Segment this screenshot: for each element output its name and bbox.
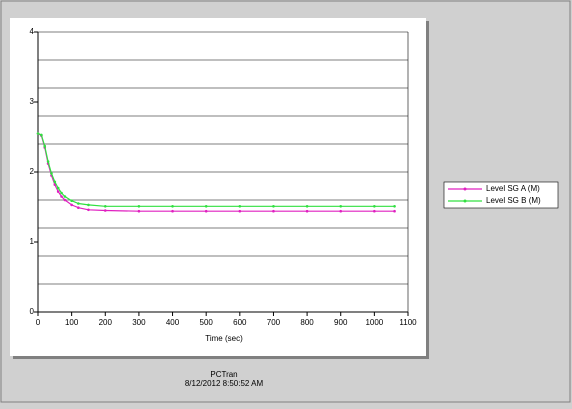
x-tick-label: 900 [334,318,348,327]
point [339,209,343,213]
point [393,209,396,213]
x-tick-label: 800 [300,318,314,327]
point [204,209,208,213]
point [171,205,174,208]
x-tick-label: 0 [36,318,41,327]
point [171,209,174,213]
point [40,133,43,137]
x-tick-label: 100 [65,318,79,327]
y-tick-label: 3 [30,97,35,106]
point [46,160,50,163]
point [70,203,73,207]
point [87,208,90,212]
point [238,205,242,208]
point [43,144,47,148]
point [77,202,80,205]
legend-label: Level SG A (M) [486,184,540,193]
footer: PCTran [210,370,237,379]
point [70,199,73,202]
point [77,206,80,209]
point [103,205,107,208]
x-tick-label: 600 [233,318,247,327]
point [87,203,90,207]
point [305,209,309,213]
point [56,186,60,190]
point [305,205,309,208]
point [103,209,107,212]
y-tick-label: 0 [30,307,35,316]
point [53,180,57,184]
footer: 8/12/2012 8:50:52 AM [185,379,264,388]
point [60,191,63,195]
point [373,205,376,208]
legend [443,181,559,209]
point [56,190,60,193]
x-axis-label: Time (sec) [205,334,243,343]
x-tick-label: 500 [200,318,214,327]
panel [10,18,426,356]
x-tick-label: 200 [99,318,113,327]
point [373,209,376,213]
point [137,209,141,213]
y-tick-label: 4 [30,27,35,36]
x-tick-label: 1100 [399,318,417,327]
legend-marker [463,187,467,191]
point [63,198,67,202]
point [339,205,343,208]
series-line [37,132,395,207]
legend-label: Level SG B (M) [486,196,541,205]
point [60,195,63,198]
x-tick-label: 700 [267,318,281,327]
x-tick-label: 1000 [365,318,383,327]
point [204,205,208,208]
legend-marker [463,199,467,203]
point [393,205,396,208]
point [272,205,275,208]
point [272,209,275,213]
x-tick-label: 300 [132,318,146,327]
point [238,209,242,213]
y-tick-label: 2 [30,167,35,176]
y-tick-label: 1 [30,237,35,246]
point [50,172,53,175]
point [137,205,141,208]
point [63,195,67,198]
point [36,132,40,135]
x-tick-label: 400 [166,318,180,327]
